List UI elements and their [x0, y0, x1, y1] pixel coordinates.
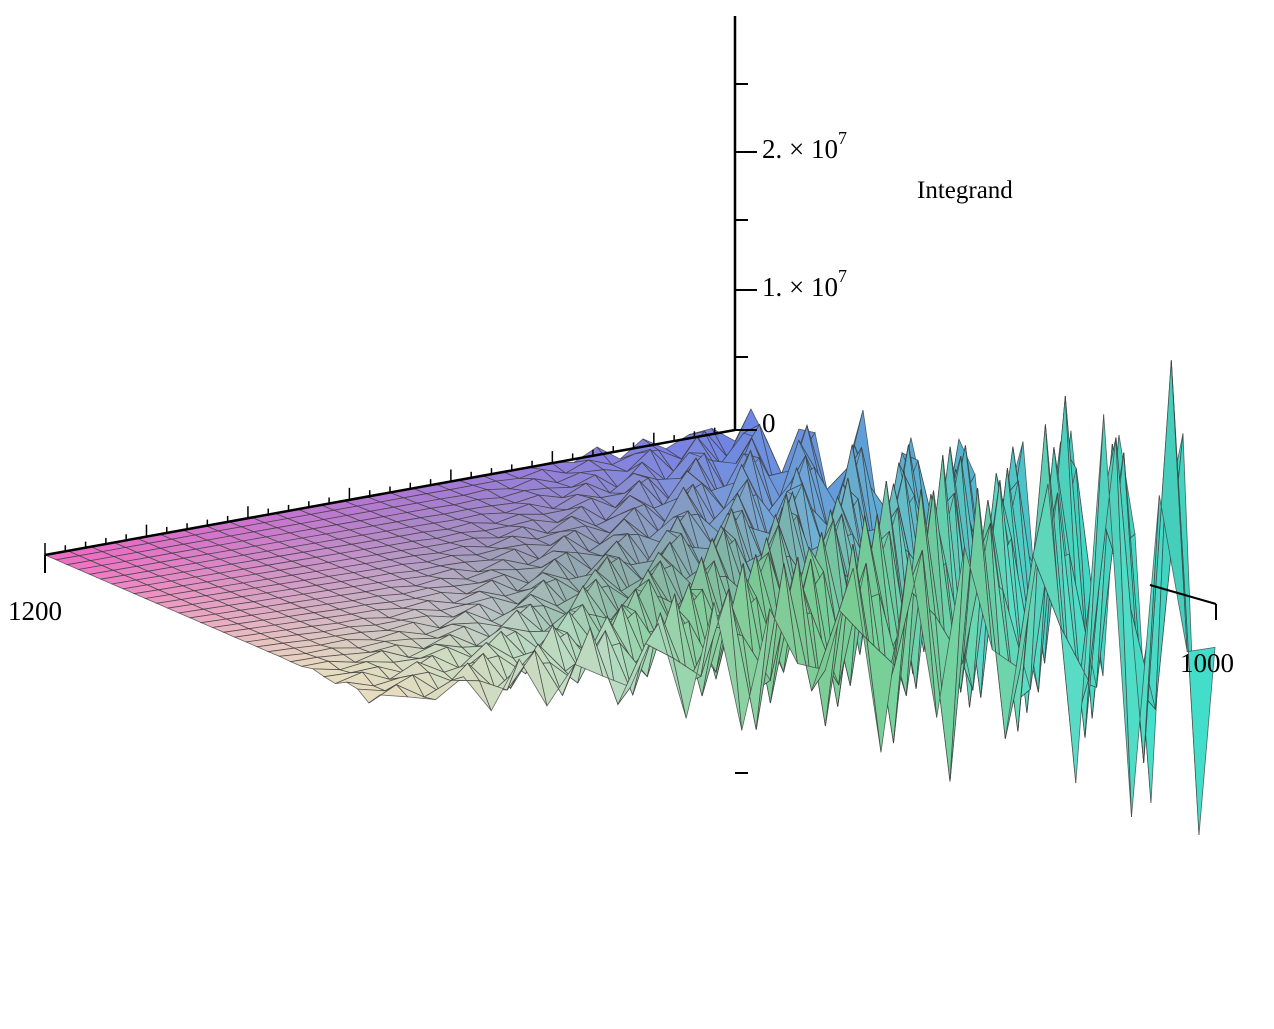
y-axis-line — [1149, 584, 1217, 605]
surface-cell — [1170, 360, 1216, 836]
z-axis-ticks — [735, 83, 757, 431]
surface-mesh — [43, 360, 1216, 836]
x-tick-label-1200: 1200 — [8, 596, 62, 626]
z-tick-label-0: 0 — [762, 408, 776, 438]
z-axis-title: Integrand — [917, 177, 1013, 204]
z-tick-label-1e7: 1. × 107 — [762, 266, 847, 302]
z-tick-label-2e7: 2. × 107 — [762, 128, 847, 164]
z-tick-exponent-2: 7 — [838, 128, 847, 148]
z-tick-exponent-1: 7 — [838, 266, 847, 286]
x-axis-ticks — [44, 424, 736, 573]
x-tick-label-1000: 1000 — [1180, 648, 1234, 678]
